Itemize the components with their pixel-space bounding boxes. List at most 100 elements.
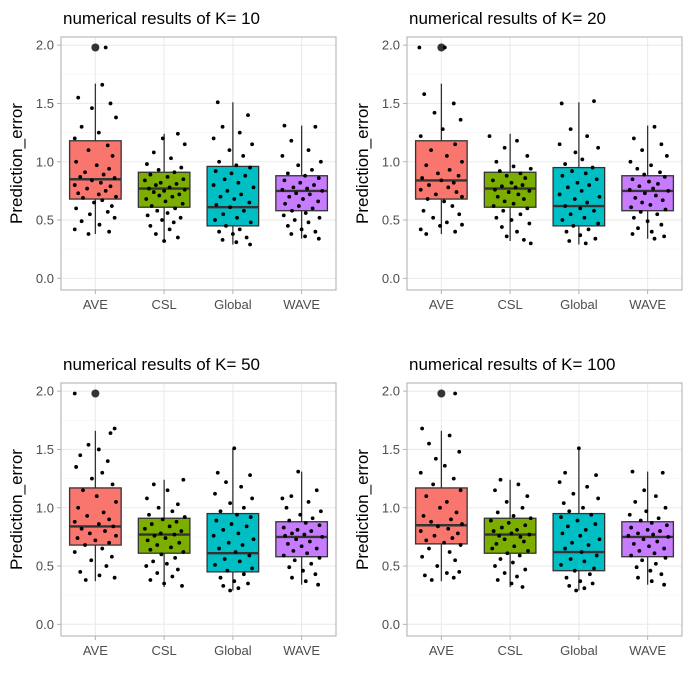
jitter-point	[246, 581, 250, 586]
jitter-point	[81, 488, 85, 493]
jitter-point	[515, 138, 519, 143]
jitter-point	[110, 482, 115, 487]
jitter-point	[457, 569, 462, 574]
jitter-point	[630, 232, 635, 236]
jitter-point	[164, 561, 169, 566]
jitter-point	[638, 209, 643, 214]
panel-border	[406, 382, 683, 637]
jitter-point	[649, 229, 654, 234]
jitter-point	[516, 192, 521, 197]
jitter-point	[442, 45, 447, 50]
jitter-point	[291, 548, 296, 553]
jitter-point	[440, 127, 445, 132]
jitter-point	[299, 544, 304, 549]
jitter-point	[155, 543, 160, 547]
jitter-point	[504, 500, 509, 504]
jitter-point	[585, 200, 590, 205]
jitter-point	[314, 488, 319, 493]
jitter-point	[76, 191, 81, 196]
jitter-point	[631, 215, 636, 220]
jitter-point	[640, 558, 645, 563]
jitter-point	[174, 519, 179, 524]
jitter-point	[585, 134, 590, 139]
jitter-point	[627, 187, 632, 192]
jitter-point	[230, 232, 235, 236]
jitter-point	[94, 163, 99, 168]
jitter-point	[509, 581, 514, 586]
x-tick-label: AVE	[429, 643, 454, 658]
jitter-point	[494, 159, 499, 164]
jitter-point	[211, 533, 216, 538]
jitter-point	[248, 242, 252, 247]
jitter-point	[149, 522, 154, 526]
jitter-point	[303, 234, 307, 239]
jitter-point	[250, 496, 255, 501]
jitter-point	[660, 198, 665, 203]
jitter-point	[574, 588, 579, 593]
jitter-point	[418, 134, 423, 139]
jitter-point	[147, 186, 151, 191]
jitter-point	[160, 136, 165, 141]
jitter-point	[180, 583, 184, 588]
jitter-point	[649, 163, 653, 168]
chart-panel-4: 0.0 0.5 1.0 1.5 2.0 AVE CSL Global WAVE numerical…	[353, 355, 683, 658]
jitter-point	[248, 220, 253, 225]
jitter-point	[511, 164, 516, 169]
jitter-point	[579, 550, 584, 554]
jitter-point	[283, 201, 288, 206]
jitter-point	[578, 579, 583, 584]
jitter-point	[433, 192, 438, 197]
jitter-point	[502, 537, 507, 542]
jitter-point	[237, 130, 242, 135]
jitter-point	[307, 192, 312, 197]
jitter-point	[424, 494, 429, 498]
jitter-point	[313, 229, 318, 234]
jitter-point	[105, 209, 110, 214]
box-iqr	[414, 140, 468, 200]
jitter-point	[563, 546, 568, 551]
jitter-point	[165, 211, 170, 215]
jitter-point	[105, 459, 110, 464]
jitter-point	[87, 531, 92, 536]
jitter-point	[172, 170, 177, 175]
jitter-point	[567, 509, 572, 514]
chart-title: numerical results of K= 10	[63, 9, 260, 28]
jitter-point	[290, 575, 294, 580]
jitter-point	[592, 208, 596, 213]
jitter-point	[179, 529, 184, 533]
jitter-point	[169, 156, 173, 161]
jitter-point	[283, 533, 288, 538]
jitter-point	[498, 477, 503, 482]
jitter-point	[582, 215, 587, 220]
jitter-point	[218, 194, 223, 199]
jitter-point	[158, 180, 163, 185]
jitter-point	[294, 537, 299, 542]
jitter-point	[280, 496, 285, 501]
jitter-point	[495, 578, 500, 582]
jitter-point	[658, 170, 662, 175]
jitter-point	[237, 559, 242, 564]
jitter-point	[649, 579, 654, 584]
jitter-point	[417, 45, 422, 50]
jitter-point	[79, 526, 84, 531]
outlier-point	[91, 389, 100, 398]
jitter-point	[594, 473, 598, 478]
jitter-point	[178, 215, 183, 220]
jitter-point	[109, 204, 114, 208]
jitter-point	[301, 197, 305, 201]
jitter-point	[572, 568, 577, 573]
jitter-point	[287, 518, 292, 523]
jitter-point	[302, 532, 307, 537]
jitter-point	[284, 505, 289, 510]
jitter-point	[171, 220, 176, 225]
jitter-point	[294, 191, 299, 196]
jitter-point	[511, 514, 516, 518]
jitter-point	[162, 239, 167, 243]
jitter-point	[289, 232, 294, 236]
jitter-point	[85, 186, 90, 191]
jitter-point	[112, 215, 117, 220]
jitter-point	[83, 543, 87, 547]
jitter-point	[226, 540, 231, 545]
jitter-point	[583, 171, 588, 176]
jitter-point	[100, 470, 105, 475]
